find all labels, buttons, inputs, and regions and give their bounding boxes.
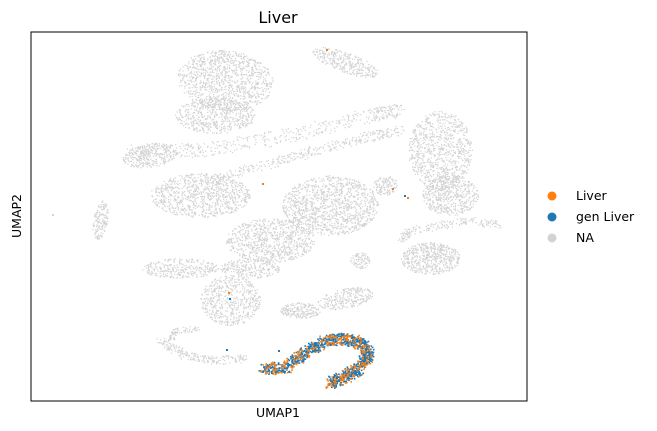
x-axis-label: UMAP1 — [256, 405, 300, 420]
legend: Liver gen Liver NA — [547, 188, 635, 245]
plot-frame — [30, 31, 528, 402]
legend-marker-na — [547, 233, 557, 243]
y-axis-label: UMAP2 — [9, 194, 24, 238]
legend-label-na: NA — [576, 230, 594, 245]
plot-area — [31, 32, 527, 401]
chart-title: Liver — [258, 8, 298, 27]
na-points — [52, 46, 502, 365]
liver-points — [228, 49, 409, 389]
legend-label-liver: Liver — [576, 188, 608, 203]
legend-label-gen-liver: gen Liver — [576, 209, 635, 224]
legend-marker-gen-liver — [547, 212, 557, 222]
legend-marker-liver — [547, 191, 557, 201]
